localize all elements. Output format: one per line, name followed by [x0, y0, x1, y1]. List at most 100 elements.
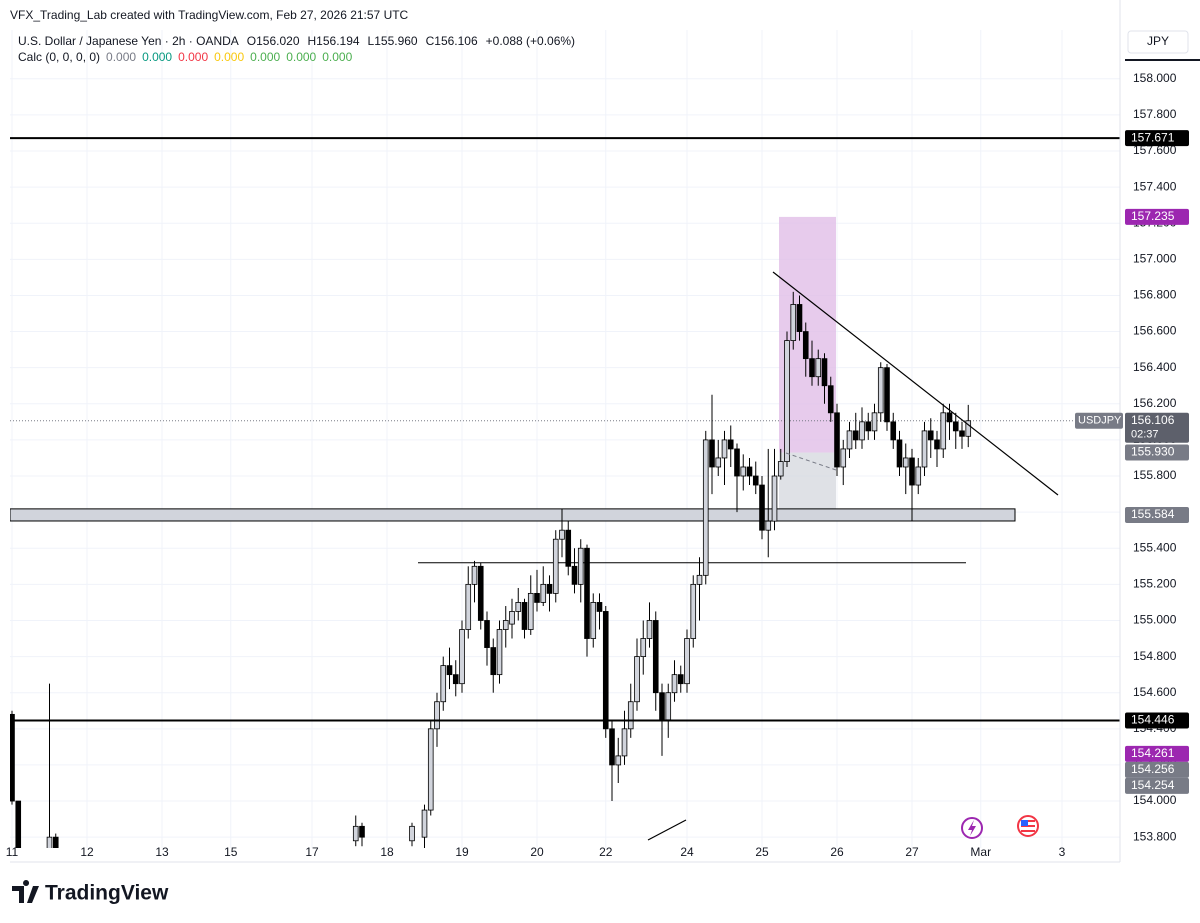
- candle-body: [596, 602, 603, 612]
- candle-body: [46, 836, 53, 848]
- currency-button[interactable]: [1127, 30, 1189, 54]
- candle-body: [546, 583, 553, 594]
- brand-logo: [12, 880, 39, 903]
- candle-body: [509, 611, 515, 625]
- lightning-icon[interactable]: [961, 817, 983, 839]
- y-tick-label: 156.400: [1133, 360, 1177, 374]
- calc-name: Calc (0, 0, 0, 0): [18, 50, 100, 64]
- candle-body: [721, 439, 728, 459]
- candle-body: [540, 583, 547, 603]
- y-tick-label: 154.800: [1133, 649, 1177, 663]
- candle-body: [915, 466, 922, 486]
- x-tick-label: 22: [599, 845, 613, 859]
- candle-body: [527, 592, 534, 630]
- x-tick-label: 24: [680, 845, 694, 859]
- candle-body: [740, 466, 747, 477]
- candle-body: [452, 674, 459, 685]
- candle-body: [534, 592, 540, 603]
- candle-body: [696, 574, 703, 585]
- price-tag-label: 155.930: [1131, 445, 1175, 459]
- calc-value: 0.000: [286, 50, 316, 64]
- price-tag-label: 154.446: [1131, 713, 1175, 727]
- trendline: [647, 819, 687, 841]
- countdown: 02:37: [1131, 429, 1159, 441]
- calc-value: 0.000: [106, 50, 136, 64]
- candle-body: [502, 620, 509, 630]
- candle-body: [965, 420, 972, 437]
- candle-body: [715, 457, 722, 468]
- price-tag: [1125, 745, 1189, 762]
- calc-value: 0.000: [142, 50, 172, 64]
- candle-body: [477, 565, 484, 621]
- y-tick-label: 154.000: [1133, 793, 1177, 807]
- candle-body: [777, 461, 784, 477]
- candle-body: [640, 638, 647, 657]
- candle-body: [877, 367, 884, 414]
- currency[interactable]: JPY: [1147, 34, 1169, 48]
- x-tick-label: 11: [6, 845, 19, 859]
- price-tag-label: 157.671: [1131, 130, 1175, 144]
- candle-body: [902, 457, 909, 468]
- candle-body: [815, 358, 822, 378]
- candle-body: [846, 430, 853, 450]
- price-tags: 157.671 154.446 157.235 155.930 155.584 154.2…: [1075, 130, 1189, 794]
- price-tag: [1125, 712, 1189, 729]
- candle-body: [752, 475, 759, 486]
- price-tag-label: 154.261: [1131, 746, 1175, 760]
- ohlc-value: L155.960: [368, 34, 418, 48]
- dashed-line: [785, 452, 837, 471]
- candle-body: [627, 701, 634, 730]
- candle-body: [865, 421, 872, 432]
- candle-body: [959, 430, 965, 437]
- candle-body: [765, 520, 772, 531]
- price-tag-label: 154.254: [1131, 778, 1175, 792]
- trendline: [772, 271, 1059, 496]
- symbol-tag: [1075, 412, 1123, 429]
- candle-body: [15, 800, 22, 848]
- candle-body: [659, 692, 665, 721]
- candle-body: [602, 611, 609, 730]
- candle-body: [952, 421, 959, 432]
- price-tag-label: 155.584: [1131, 507, 1175, 521]
- candle-body: [727, 439, 734, 450]
- candle-body: [665, 692, 672, 721]
- candle-body: [871, 412, 878, 432]
- calc-legend: Calc (0, 0, 0, 0) 0.000 0.000 0.000 0.000 0.0…: [18, 50, 353, 64]
- candle-body: [671, 674, 678, 694]
- candle-body: [677, 674, 684, 685]
- candle-body: [896, 439, 903, 468]
- candle-body: [909, 457, 915, 486]
- candle-body: [827, 385, 834, 414]
- ohlc-value: H156.194: [308, 34, 360, 48]
- candle-body: [471, 565, 478, 585]
- candle-body: [852, 430, 859, 441]
- x-tick-label: 12: [80, 845, 94, 859]
- x-tick-label: 18: [380, 845, 394, 859]
- y-tick-label: 156.800: [1133, 288, 1177, 302]
- candle-body: [940, 412, 947, 450]
- candle-body: [521, 602, 528, 630]
- candle-body: [571, 565, 578, 585]
- x-tick-label: Mar: [970, 845, 991, 859]
- price-tag-label: 157.235: [1131, 209, 1175, 223]
- candle-body: [684, 638, 690, 685]
- lines: [10, 137, 1120, 841]
- credit: VFX_Trading_Lab created with TradingView…: [10, 8, 409, 22]
- y-tick-label: 154.600: [1133, 685, 1177, 699]
- x-tick-label: 20: [530, 845, 544, 859]
- candle-body: [409, 825, 415, 842]
- symbol-legend: U.S. Dollar / Japanese Yen · 2h · OANDA O…: [18, 34, 575, 48]
- candle-body: [946, 412, 953, 423]
- candle-body: [577, 547, 584, 585]
- candle-body: [446, 665, 453, 676]
- y-tick-label: 156.200: [1133, 396, 1177, 410]
- ohlc-value: O156.020: [247, 34, 300, 48]
- x-tick-label: 25: [755, 845, 769, 859]
- candle-body: [859, 421, 865, 441]
- candle-body: [884, 367, 890, 423]
- flag-icon[interactable]: [1017, 815, 1039, 837]
- candle-body: [890, 421, 897, 441]
- y-tick-label: 157.400: [1133, 179, 1177, 193]
